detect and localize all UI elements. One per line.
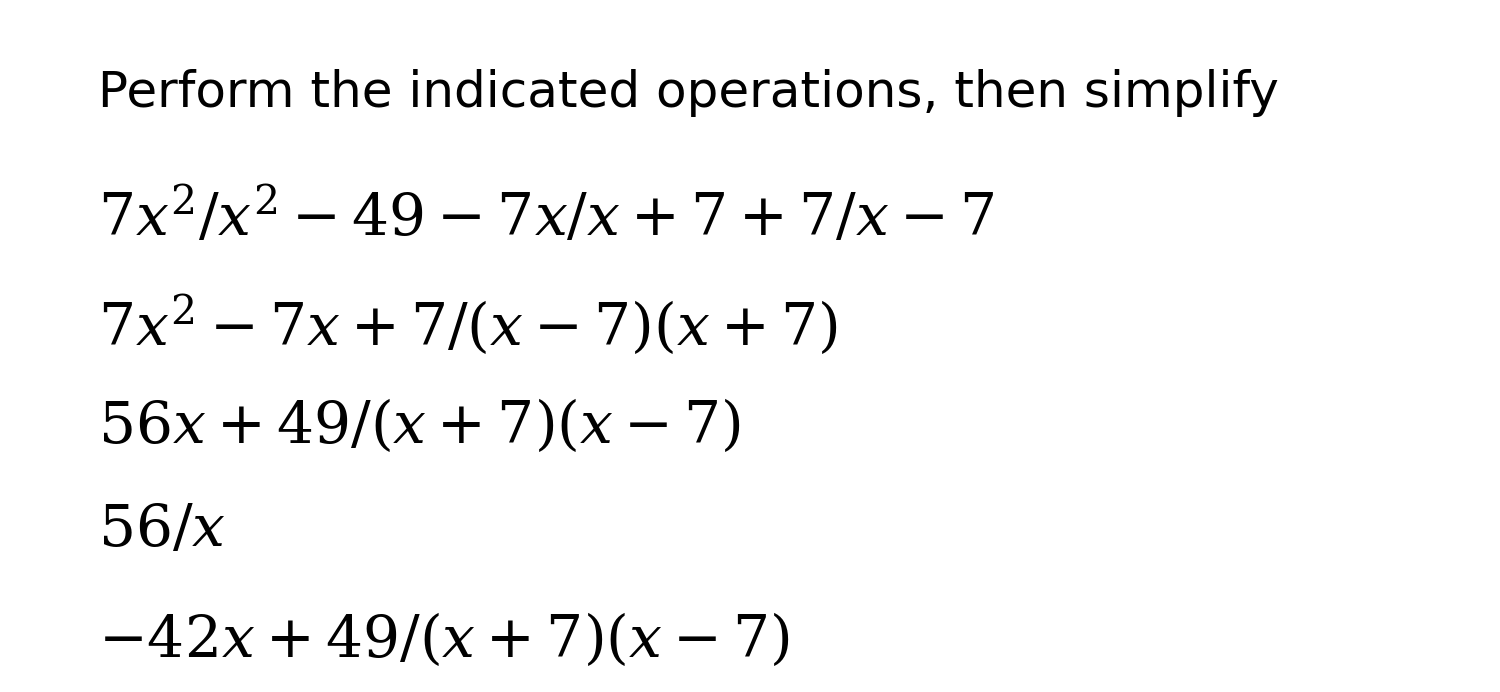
Text: $56x+49/(x+7)(x-7)$: $56x+49/(x+7)(x-7)$ (98, 398, 741, 455)
Text: $7x^2-7x+7/(x-7)(x+7)$: $7x^2-7x+7/(x-7)(x+7)$ (98, 294, 837, 358)
Text: $-42x+49/(x+7)(x-7)$: $-42x+49/(x+7)(x-7)$ (98, 612, 789, 670)
Text: $7x^2/x^2-49-7x/x+7+7/x-7$: $7x^2/x^2-49-7x/x+7+7/x-7$ (98, 187, 995, 248)
Text: $56/x$: $56/x$ (98, 502, 225, 558)
Text: Perform the indicated operations, then simplify: Perform the indicated operations, then s… (98, 69, 1278, 117)
